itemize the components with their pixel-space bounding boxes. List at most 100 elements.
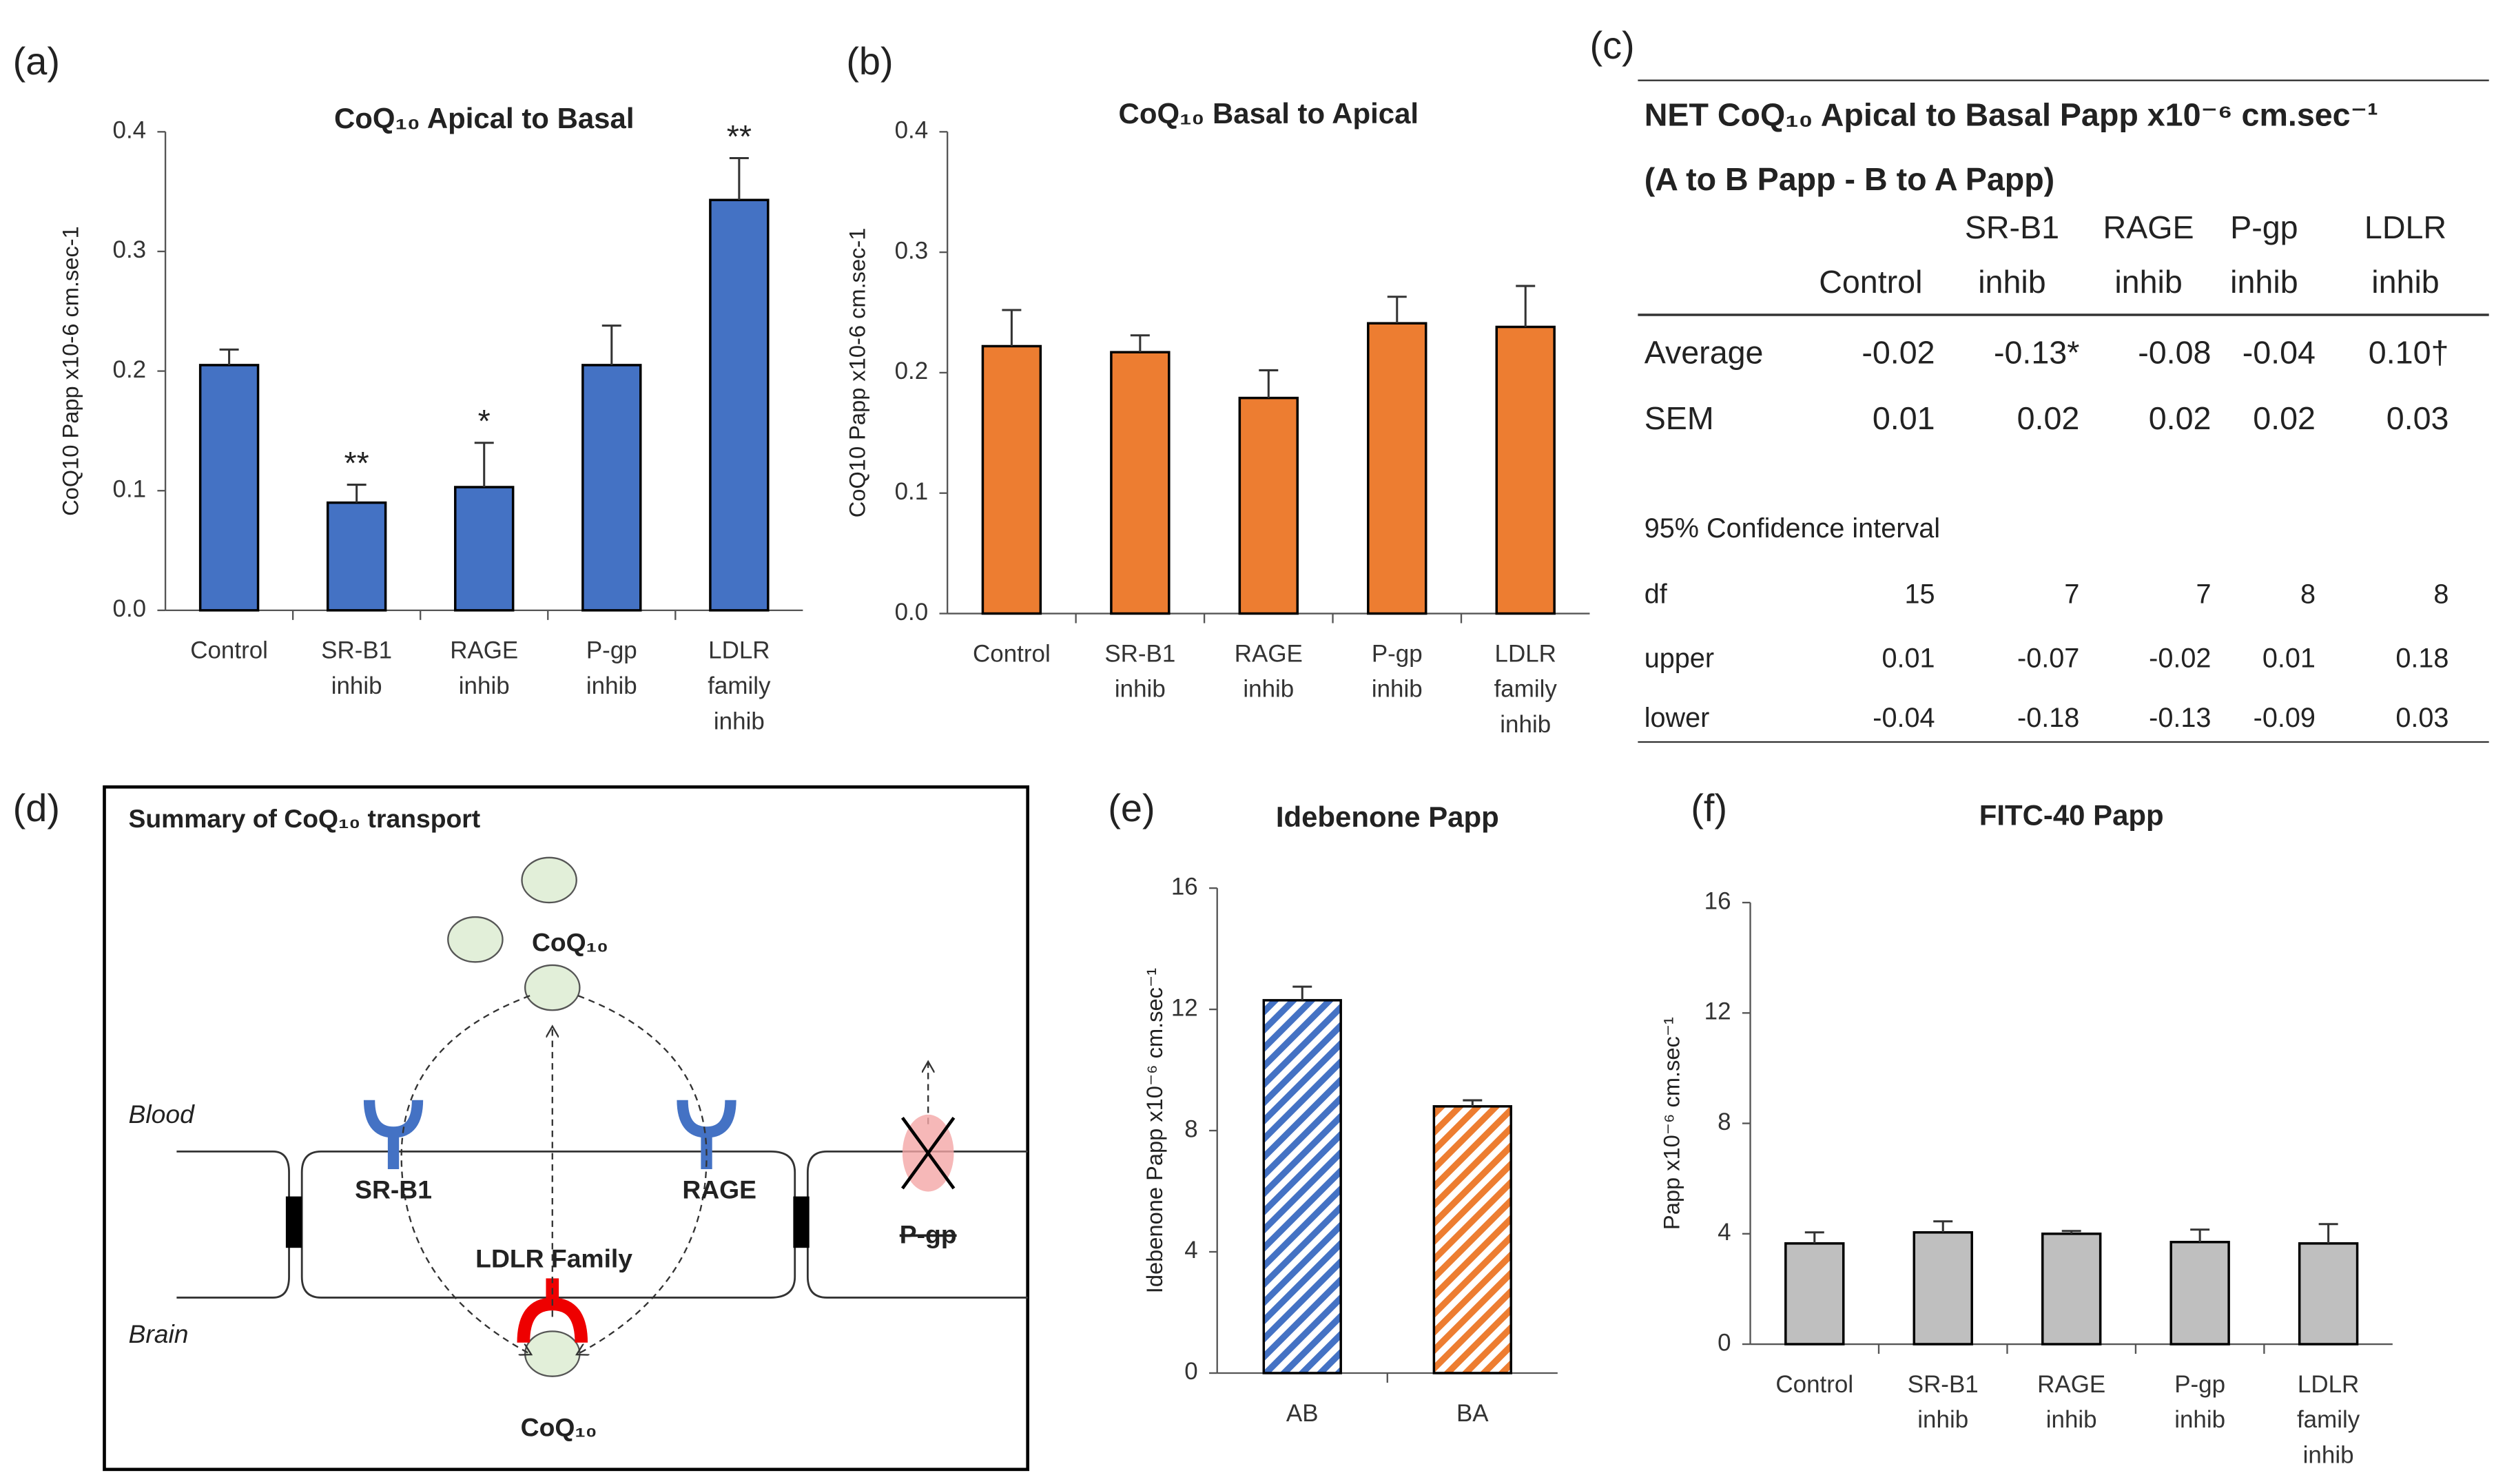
panel-label: (e): [1108, 786, 1155, 829]
error-bar: [1130, 334, 1150, 353]
x-tick-label: AB: [1286, 1400, 1319, 1427]
bar: [1784, 1242, 1845, 1346]
label: CoQ₁₀: [521, 1412, 597, 1441]
error-bar: [601, 324, 621, 365]
error-bar: [1933, 1220, 1953, 1233]
table-cell: -0.09: [2254, 703, 2316, 733]
annotation: **: [727, 118, 752, 154]
x-tick-label: SR-B1: [1908, 1371, 1979, 1398]
column-header: inhib: [1978, 264, 2045, 300]
label: Brain: [128, 1319, 188, 1348]
y-tick-label: 16: [1704, 887, 1731, 914]
x-tick-label: inhib: [2046, 1406, 2097, 1433]
table-cell: -0.13: [2149, 703, 2211, 733]
junction: [793, 1196, 810, 1248]
table-cell: -0.08: [2138, 335, 2211, 371]
bar: [1913, 1231, 1973, 1346]
cross: [901, 1117, 956, 1190]
error-bar: [2061, 1230, 2081, 1234]
bar: [1367, 322, 1427, 615]
bar: [454, 486, 515, 612]
y-tick-label: 0: [1718, 1329, 1731, 1356]
table-title: NET CoQ₁₀ Apical to Basal Papp x10⁻⁶ cm.…: [1645, 97, 2378, 133]
diagram: (d) Summary of CoQ₁₀ transport CoQ₁₀ Blo…: [13, 785, 1030, 1472]
column-header: RAGE: [2103, 209, 2194, 245]
column-header: P-gp: [2230, 209, 2298, 245]
y-tick-label: 0.4: [895, 117, 929, 144]
table-cell: 0.02: [2017, 400, 2080, 436]
y-axis-label: CoQ10 Papp x10-6 cm.sec-1: [845, 228, 870, 518]
x-tick-label: LDLR: [708, 637, 770, 664]
x-tick-label: Control: [1775, 1371, 1853, 1398]
x-tick-label: inhib: [1115, 676, 1166, 703]
row-label: upper: [1645, 643, 1714, 674]
row-label: df: [1645, 579, 1668, 609]
error-bar: [474, 442, 494, 488]
y-axis-label: Papp x10⁻⁶ cm.sec⁻¹: [1658, 1017, 1684, 1230]
x-tick-label: LDLR: [1495, 640, 1556, 667]
y-tick-label: 4: [1184, 1237, 1197, 1264]
arrows: [400, 995, 928, 1354]
error-bar: [219, 348, 239, 365]
bar: [326, 501, 387, 612]
annotation: **: [344, 445, 369, 481]
table-cell: 0.02: [2149, 400, 2212, 436]
y-tick-label: 0.1: [113, 475, 147, 502]
x-tick-label: inhib: [2174, 1406, 2225, 1433]
row-label: lower: [1645, 703, 1710, 733]
label: RAGE: [682, 1175, 756, 1204]
column-header: SR-B1: [1965, 209, 2059, 245]
bar: [581, 364, 642, 612]
bar: [981, 344, 1042, 615]
table-cell: -0.07: [2017, 643, 2079, 674]
label: Blood: [128, 1100, 195, 1129]
x-tick-label: family: [2297, 1406, 2360, 1433]
row-label: Average: [1645, 335, 1764, 371]
x-tick-label: family: [1494, 676, 1558, 703]
error-bar: [1259, 369, 1279, 398]
column-header: inhib: [2230, 264, 2298, 300]
annotation: *: [478, 403, 491, 439]
y-tick-label: 0.4: [113, 117, 147, 144]
bar: [1262, 999, 1342, 1374]
y-tick-label: 16: [1171, 873, 1198, 900]
x-tick-label: inhib: [1372, 676, 1423, 703]
x-tick-label: RAGE: [1235, 640, 1303, 667]
error-bar: [1387, 296, 1407, 324]
bar: [1432, 1105, 1513, 1374]
y-tick-label: 4: [1718, 1219, 1731, 1246]
error-bar: [2318, 1223, 2338, 1244]
table-cell: 0.02: [2253, 400, 2316, 436]
x-tick-label: inhib: [459, 672, 510, 699]
column-header: LDLR: [2364, 209, 2446, 245]
receptors: [363, 1100, 736, 1169]
table-cell: 0.18: [2395, 643, 2449, 674]
x-tick-label: Control: [190, 637, 268, 664]
table-section: 95% Confidence interval: [1645, 513, 1940, 544]
y-tick-label: 0.0: [895, 599, 929, 626]
y-tick-label: 0.2: [895, 358, 929, 384]
y-tick-label: 8: [1184, 1115, 1197, 1142]
chart-title: CoQ₁₀ Basal to Apical: [1119, 97, 1419, 130]
table-cell: -0.02: [1862, 335, 1935, 371]
y-tick-label: 0.3: [113, 236, 147, 263]
x-tick-label: SR-B1: [1104, 640, 1175, 667]
table-cell: -0.04: [1873, 703, 1935, 733]
label: CoQ₁₀: [532, 928, 608, 957]
error-bar: [1292, 985, 1312, 1000]
panel-label: (d): [13, 786, 60, 829]
panel-label: (c): [1589, 23, 1634, 67]
y-axis-label: CoQ10 Papp x10-6 cm.sec-1: [58, 226, 83, 516]
x-tick-label: LDLR: [2298, 1371, 2359, 1398]
bar: [198, 364, 260, 612]
y-tick-label: 0.3: [895, 237, 929, 264]
bar: [1495, 325, 1556, 615]
x-tick-label: inhib: [2303, 1441, 2354, 1468]
chart-title: CoQ₁₀ Apical to Basal: [334, 102, 635, 134]
diagram-frame: [103, 785, 1030, 1472]
bar: [1238, 396, 1299, 615]
x-tick-label: SR-B1: [321, 637, 392, 664]
x-tick-label: inhib: [1243, 676, 1294, 703]
table-cell: 8: [2433, 579, 2449, 609]
